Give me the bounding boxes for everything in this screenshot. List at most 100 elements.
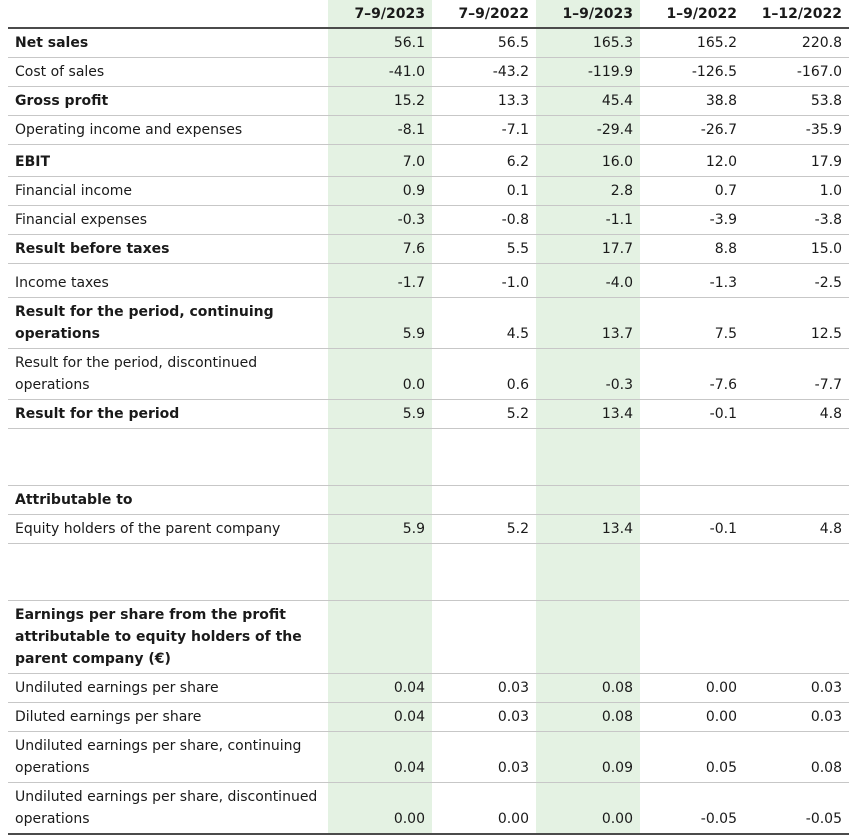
- value-cell: [536, 485, 640, 515]
- value-cell: 13.4: [536, 399, 640, 429]
- value-cell: 0.05: [640, 731, 744, 783]
- value-cell: [432, 428, 536, 486]
- value-cell: -7.7: [744, 348, 849, 400]
- table-row: Undiluted earnings per share, continuing…: [8, 731, 849, 783]
- value-cell: 5.2: [432, 514, 536, 544]
- value-cell: 13.7: [536, 297, 640, 349]
- table-row: Equity holders of the parent company 5.9 5…: [8, 514, 849, 544]
- value-cell: 7.6: [328, 234, 432, 264]
- row-label: Earnings per share from the profit attri…: [8, 600, 328, 674]
- column-header: 7–9/2022: [432, 0, 536, 29]
- value-cell: -7.1: [432, 115, 536, 145]
- value-cell: 0.03: [432, 673, 536, 703]
- value-cell: 0.03: [432, 731, 536, 783]
- value-cell: [640, 485, 744, 515]
- header-row: 7–9/2023 7–9/2022 1–9/2023 1–9/2022 1–12…: [8, 0, 849, 29]
- value-cell: -26.7: [640, 115, 744, 145]
- table-row: Result for the period, continuing operat…: [8, 297, 849, 349]
- value-cell: 0.08: [536, 673, 640, 703]
- value-cell: 56.5: [432, 28, 536, 58]
- value-cell: 12.0: [640, 144, 744, 177]
- value-cell: 13.4: [536, 514, 640, 544]
- value-cell: -43.2: [432, 57, 536, 87]
- value-cell: 165.3: [536, 28, 640, 58]
- value-cell: -0.05: [640, 782, 744, 835]
- value-cell: 0.9: [328, 176, 432, 206]
- value-cell: -41.0: [328, 57, 432, 87]
- value-cell: -0.1: [640, 399, 744, 429]
- row-label: Undiluted earnings per share: [8, 673, 328, 703]
- column-header: 1–9/2022: [640, 0, 744, 29]
- value-cell: 0.04: [328, 702, 432, 732]
- value-cell: 53.8: [744, 86, 849, 116]
- row-label: Result for the period: [8, 399, 328, 429]
- row-label: Income taxes: [8, 263, 328, 298]
- table-row: EBIT 7.0 6.2 16.0 12.0 17.9: [8, 144, 849, 177]
- value-cell: [432, 485, 536, 515]
- value-cell: 0.08: [536, 702, 640, 732]
- row-label: Result for the period, discontinued oper…: [8, 348, 328, 400]
- row-label: Net sales: [8, 28, 328, 58]
- value-cell: [640, 543, 744, 601]
- table-row: Result for the period 5.9 5.2 13.4 -0.1 4.8: [8, 399, 849, 429]
- value-cell: -7.6: [640, 348, 744, 400]
- value-cell: -35.9: [744, 115, 849, 145]
- value-cell: 17.9: [744, 144, 849, 177]
- table-row: Undiluted earnings per share, discontinu…: [8, 782, 849, 835]
- row-label: Financial income: [8, 176, 328, 206]
- value-cell: 4.8: [744, 514, 849, 544]
- table-row: Gross profit 15.2 13.3 45.4 38.8 53.8: [8, 86, 849, 116]
- value-cell: 0.03: [744, 702, 849, 732]
- table-row: Operating income and expenses -8.1 -7.1 -29…: [8, 115, 849, 145]
- value-cell: 5.9: [328, 514, 432, 544]
- value-cell: [328, 428, 432, 486]
- value-cell: 0.00: [640, 702, 744, 732]
- table-row: Financial expenses -0.3 -0.8 -1.1 -3.9 -3.8: [8, 205, 849, 235]
- table-row: Undiluted earnings per share 0.04 0.03 0.08…: [8, 673, 849, 703]
- value-cell: -2.5: [744, 263, 849, 298]
- value-cell: 0.09: [536, 731, 640, 783]
- value-cell: [536, 428, 640, 486]
- row-label: Result for the period, continuing operat…: [8, 297, 328, 349]
- table-row: Net sales 56.1 56.5 165.3 165.2 220.8: [8, 28, 849, 58]
- value-cell: 0.00: [536, 782, 640, 835]
- row-label: Diluted earnings per share: [8, 702, 328, 732]
- value-cell: 0.03: [432, 702, 536, 732]
- value-cell: -3.9: [640, 205, 744, 235]
- value-cell: 15.2: [328, 86, 432, 116]
- value-cell: 15.0: [744, 234, 849, 264]
- table-row: Attributable to: [8, 485, 849, 515]
- value-cell: 0.0: [328, 348, 432, 400]
- value-cell: 5.9: [328, 297, 432, 349]
- header-label-cell: [8, 0, 328, 29]
- value-cell: 5.2: [432, 399, 536, 429]
- row-label: Gross profit: [8, 86, 328, 116]
- value-cell: [744, 428, 849, 486]
- value-cell: 0.04: [328, 731, 432, 783]
- value-cell: 7.5: [640, 297, 744, 349]
- value-cell: 8.8: [640, 234, 744, 264]
- value-cell: -119.9: [536, 57, 640, 87]
- table-row: Financial income 0.9 0.1 2.8 0.7 1.0: [8, 176, 849, 206]
- value-cell: -0.8: [432, 205, 536, 235]
- value-cell: -0.3: [328, 205, 432, 235]
- value-cell: -126.5: [640, 57, 744, 87]
- value-cell: 0.1: [432, 176, 536, 206]
- row-label: Financial expenses: [8, 205, 328, 235]
- value-cell: 1.0: [744, 176, 849, 206]
- value-cell: 2.8: [536, 176, 640, 206]
- value-cell: [328, 543, 432, 601]
- value-cell: 45.4: [536, 86, 640, 116]
- value-cell: 5.5: [432, 234, 536, 264]
- table-row: Cost of sales -41.0 -43.2 -119.9 -126.5 -167.…: [8, 57, 849, 87]
- value-cell: [744, 600, 849, 674]
- value-cell: -4.0: [536, 263, 640, 298]
- value-cell: -1.7: [328, 263, 432, 298]
- value-cell: -167.0: [744, 57, 849, 87]
- value-cell: 220.8: [744, 28, 849, 58]
- row-label: Cost of sales: [8, 57, 328, 87]
- row-label: EBIT: [8, 144, 328, 177]
- value-cell: [328, 600, 432, 674]
- row-label: Attributable to: [8, 485, 328, 515]
- row-label: Equity holders of the parent company: [8, 514, 328, 544]
